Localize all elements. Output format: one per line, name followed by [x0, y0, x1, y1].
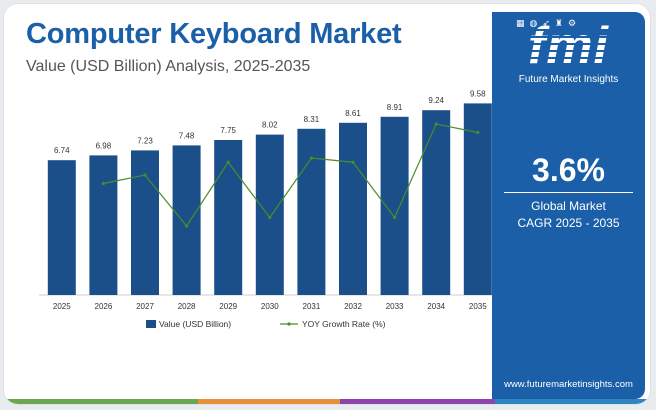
- brand-tagline: Future Market Insights: [518, 74, 619, 85]
- x-tick-label: 2027: [136, 302, 154, 311]
- growth-point: [226, 160, 230, 164]
- x-tick-label: 2025: [53, 302, 71, 311]
- growth-point: [101, 181, 105, 186]
- growth-line: [103, 123, 478, 228]
- x-tick-label: 2029: [219, 302, 237, 311]
- bar-value-label: 8.31: [304, 115, 320, 124]
- bar: [380, 116, 409, 295]
- bar-value-label: 7.23: [137, 136, 153, 145]
- bar: [422, 110, 451, 295]
- sidebar-panel: ▦ ◍ ➶ ♜ ⚙ fmi Future Market Insights 3.6% Gl…: [492, 12, 645, 399]
- bar-value-label: 8.61: [345, 109, 361, 118]
- growth-point: [309, 156, 313, 160]
- bar-value-label: 8.91: [387, 103, 403, 112]
- bar-value-label: 7.48: [179, 131, 195, 140]
- page-subtitle: Value (USD Billion) Analysis, 2025-2035: [26, 58, 311, 75]
- cagr-label-line2: CAGR 2025 - 2035: [517, 216, 620, 230]
- website-link[interactable]: www.futuremarketinsights.com: [504, 379, 633, 390]
- bar: [214, 140, 243, 295]
- bar: [89, 155, 118, 295]
- gear-icon: ⚙: [568, 18, 577, 28]
- growth-point: [434, 122, 438, 126]
- legend-label-line: YOY Growth Rate (%): [302, 319, 386, 329]
- rocket-icon: ➶: [542, 18, 550, 28]
- legend-swatch-point: [287, 322, 291, 326]
- bar: [47, 160, 76, 295]
- cagr-label: Global Market CAGR 2025 - 2035: [492, 198, 645, 232]
- trophy-icon: ♜: [554, 18, 563, 28]
- growth-point: [351, 160, 355, 164]
- bar: [131, 150, 159, 295]
- infographic-card: Computer Keyboard Market Value (USD Bill…: [4, 4, 650, 404]
- bar-value-label: 9.58: [470, 89, 486, 98]
- divider: [504, 192, 633, 193]
- logo-icons: ▦ ◍ ➶ ♜ ⚙: [516, 18, 581, 29]
- bar-value-label: 8.02: [262, 121, 278, 130]
- growth-point: [476, 130, 480, 135]
- x-tick-label: 2032: [344, 302, 362, 311]
- x-tick-label: 2033: [386, 302, 404, 311]
- growth-point: [268, 215, 272, 220]
- legend-label-bars: Value (USD Billion): [159, 319, 231, 329]
- growth-point: [393, 215, 397, 220]
- chart-icon: ▦: [516, 18, 525, 28]
- cagr-label-line1: Global Market: [531, 199, 606, 213]
- bar-value-label: 7.75: [220, 126, 236, 135]
- bar: [297, 128, 326, 295]
- x-tick-label: 2035: [469, 302, 487, 311]
- x-tick-label: 2031: [303, 302, 321, 311]
- growth-point: [143, 173, 147, 177]
- bar: [172, 145, 201, 295]
- bar-value-label: 6.74: [54, 146, 70, 155]
- legend-swatch-bars: [146, 320, 156, 328]
- growth-point: [185, 224, 189, 228]
- x-tick-label: 2026: [95, 302, 113, 311]
- bar: [255, 134, 284, 295]
- bar-line-chart: 6.74 2025 6.98 2026 7.23 2027 7.48 2028 7.75 2029…: [39, 89, 492, 329]
- globe-icon: ◍: [529, 18, 538, 28]
- bar: [463, 103, 492, 296]
- x-tick-label: 2030: [261, 302, 279, 311]
- cagr-value: 3.6%: [532, 152, 605, 188]
- page-title: Computer Keyboard Market: [26, 18, 402, 50]
- x-tick-label: 2028: [178, 302, 196, 311]
- bar: [339, 122, 367, 295]
- bar-value-label: 6.98: [96, 141, 112, 150]
- x-tick-label: 2034: [427, 302, 445, 311]
- brand-logo: fmi: [528, 17, 609, 75]
- bottom-color-bar: [4, 399, 650, 404]
- bar-value-label: 9.24: [428, 96, 444, 105]
